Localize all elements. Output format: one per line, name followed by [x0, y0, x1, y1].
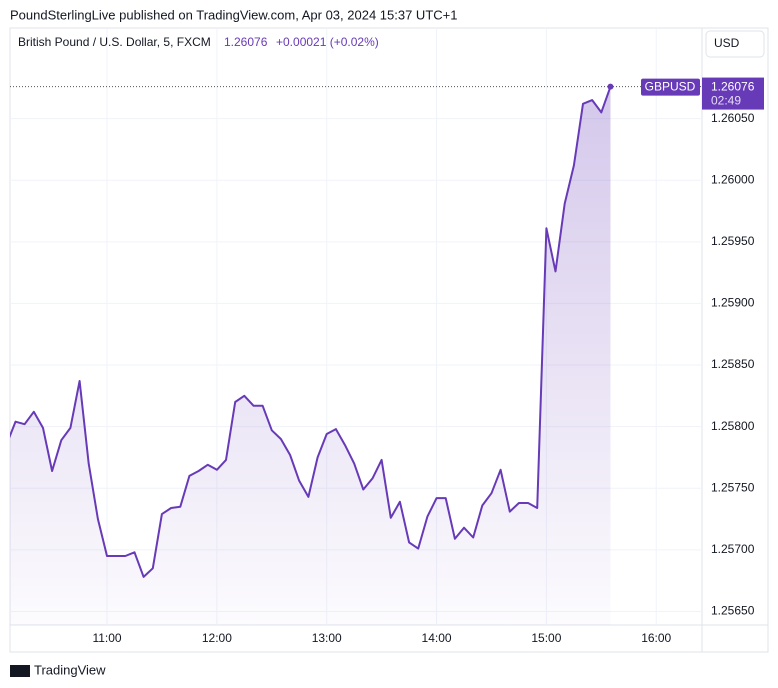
price-line [10, 86, 612, 578]
area-fill [10, 86, 611, 625]
y-tick-label: 1.25650 [711, 604, 755, 618]
price-tag [702, 77, 764, 110]
legend-price: 1.26076 [224, 35, 268, 49]
logo [10, 665, 30, 677]
x-tick-label: 12:00 [202, 631, 232, 645]
legend-change: +0.00021 (+0.02%) [276, 35, 379, 49]
y-tick-label: 1.26000 [711, 172, 755, 186]
publisher: PoundSterlingLive published on TradingVi… [10, 7, 457, 22]
symbol-tag [641, 78, 700, 96]
y-tick-label: 1.25800 [711, 419, 755, 433]
x-tick-label: 15:00 [531, 631, 561, 645]
y-tick-label: 1.25850 [711, 357, 755, 371]
brand: TradingView [34, 662, 106, 677]
y-tick-label: 1.25900 [711, 296, 755, 310]
chart-frame [9, 27, 769, 653]
symbol-tag-label: GBPUSD [645, 80, 696, 94]
price-tag-label: 1.26076 [711, 80, 755, 94]
x-tick-label: 11:00 [92, 631, 121, 645]
last-point [607, 83, 614, 90]
y-tick-label: 1.25750 [711, 480, 755, 494]
y-tick-label: 1.25950 [711, 234, 755, 248]
x-tick-label: 13:00 [312, 631, 342, 645]
x-tick-label: 16:00 [641, 631, 671, 645]
y-tick-label: 1.26050 [711, 111, 755, 125]
y-tick-label: 1.25700 [711, 542, 755, 556]
currency-button[interactable] [705, 30, 765, 58]
legend-instrument: British Pound / U.S. Dollar, 5, FXCM [18, 35, 211, 49]
countdown: 02:49 [711, 94, 741, 108]
currency[interactable]: USD [714, 36, 740, 50]
x-tick-label: 14:00 [422, 631, 452, 645]
